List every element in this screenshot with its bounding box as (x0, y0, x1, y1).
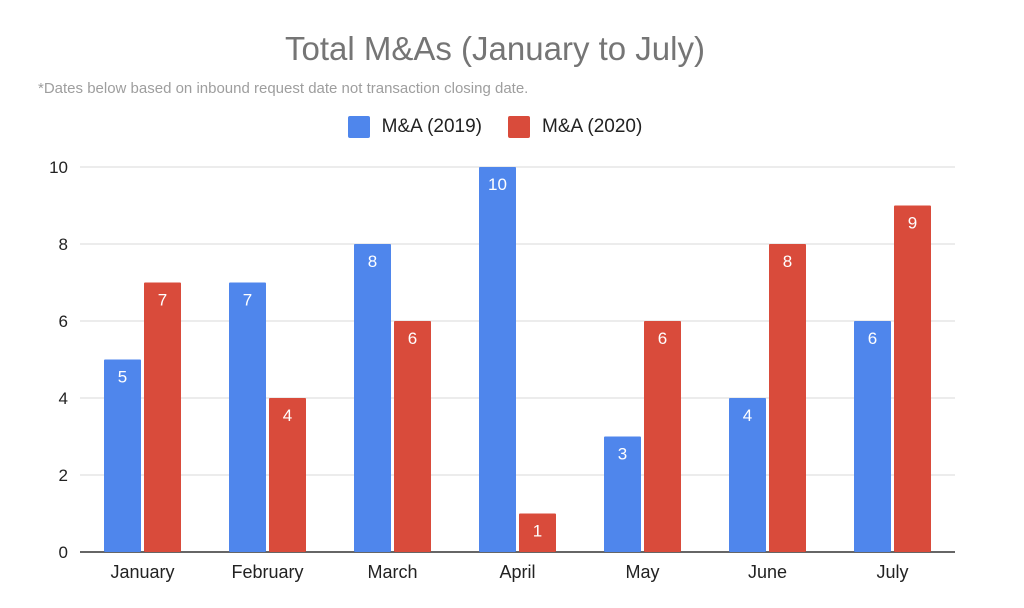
x-tick-label: March (367, 562, 417, 582)
y-tick-label: 0 (59, 543, 68, 562)
legend-label-2019: M&A (2019) (381, 116, 482, 137)
bar-july-2019 (854, 321, 891, 552)
y-tick-label: 10 (49, 158, 68, 177)
data-label: 10 (488, 175, 507, 194)
data-label: 4 (743, 406, 752, 425)
chart-subtitle: *Dates below based on inbound request da… (38, 80, 529, 97)
bar-april-2020 (519, 513, 556, 552)
data-label: 6 (868, 329, 877, 348)
data-label: 6 (658, 329, 667, 348)
y-tick-label: 8 (59, 235, 68, 254)
bar-february-2020 (269, 398, 306, 552)
data-label: 7 (243, 291, 252, 310)
legend-item-2020[interactable]: M&A (2020) (508, 116, 642, 138)
bar-july-2020 (894, 205, 931, 552)
data-label: 5 (118, 368, 127, 387)
x-tick-label: July (876, 562, 908, 582)
data-label: 1 (533, 522, 542, 541)
y-tick-label: 2 (59, 466, 68, 485)
legend: M&A (2019) M&A (2020) (0, 116, 990, 138)
y-tick-label: 4 (59, 389, 68, 408)
data-label: 4 (283, 406, 292, 425)
x-tick-label: April (499, 562, 535, 582)
bar-june-2020 (769, 244, 806, 552)
legend-swatch-2020 (508, 116, 530, 138)
chart-title: Total M&As (January to July) (285, 30, 705, 67)
data-label: 8 (368, 252, 377, 271)
x-tick-label: June (748, 562, 787, 582)
bar-march-2019 (354, 244, 391, 552)
bar-january-2020 (144, 282, 181, 552)
bar-april-2019 (479, 167, 516, 552)
x-tick-label: May (625, 562, 659, 582)
legend-swatch-2019 (347, 116, 370, 138)
data-label: 7 (158, 291, 167, 310)
y-tick-label: 6 (59, 312, 68, 331)
data-label: 8 (783, 252, 792, 271)
bar-june-2019 (729, 398, 766, 552)
legend-item-2019[interactable]: M&A (2019) (347, 116, 482, 138)
bar-may-2020 (644, 321, 681, 552)
legend-label-2020: M&A (2020) (542, 116, 643, 137)
bar-january-2019 (104, 359, 141, 552)
data-label: 9 (908, 214, 917, 233)
x-tick-label: February (231, 562, 303, 582)
bar-march-2020 (394, 321, 431, 552)
data-label: 6 (408, 329, 417, 348)
data-label: 3 (618, 445, 627, 464)
x-tick-label: January (110, 562, 174, 582)
bar-february-2019 (229, 282, 266, 552)
bar-may-2019 (604, 436, 641, 552)
